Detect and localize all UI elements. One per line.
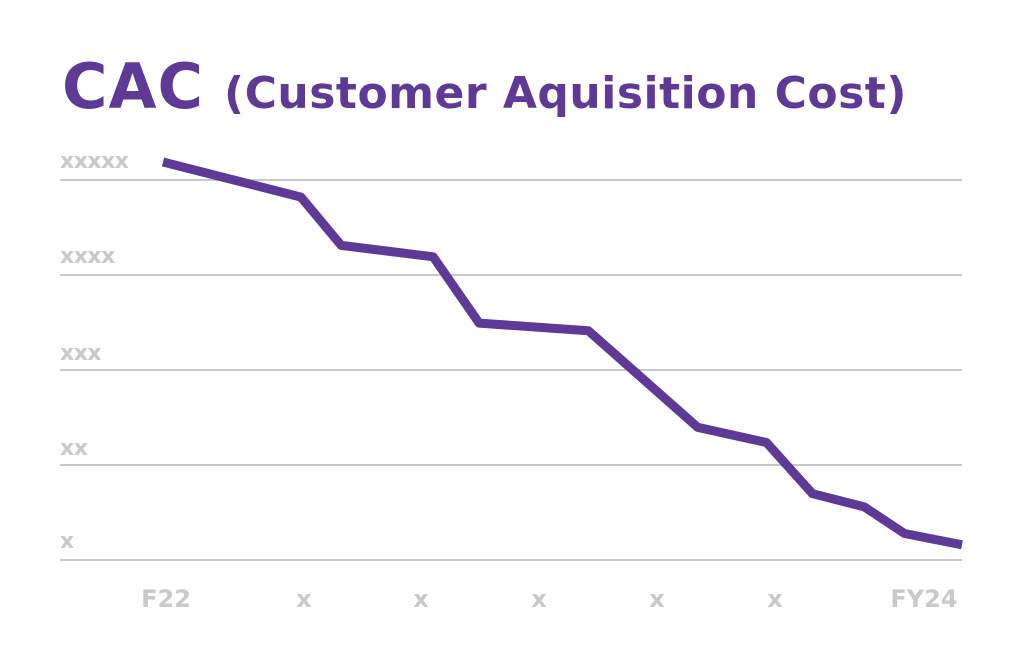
x-tick-label-0: F22 [141, 585, 191, 613]
series-line-0 [161, 157, 963, 550]
chart-title-main: CAC [62, 50, 204, 123]
x-axis-tick-labels: F22 x x x x x FY24 [141, 585, 957, 613]
x-tick-label-2: x [413, 585, 429, 613]
series-layer [161, 157, 963, 550]
y-tick-label-3: xxxx [60, 244, 115, 269]
chart-title: CAC (Customer Aquisition Cost) [62, 50, 907, 123]
grid-lines [60, 179, 962, 561]
x-tick-label-5: x [767, 585, 783, 613]
x-tick-label-6: FY24 [890, 585, 957, 613]
x-tick-label-4: x [649, 585, 665, 613]
x-tick-label-3: x [531, 585, 547, 613]
chart-title-sub: (Customer Aquisition Cost) [224, 68, 907, 119]
y-tick-label-2: xxx [60, 341, 101, 366]
y-tick-label-4: xxxxx [60, 149, 129, 174]
y-tick-label-0: x [60, 529, 74, 554]
y-tick-label-1: xx [60, 436, 88, 461]
x-tick-label-1: x [296, 585, 312, 613]
